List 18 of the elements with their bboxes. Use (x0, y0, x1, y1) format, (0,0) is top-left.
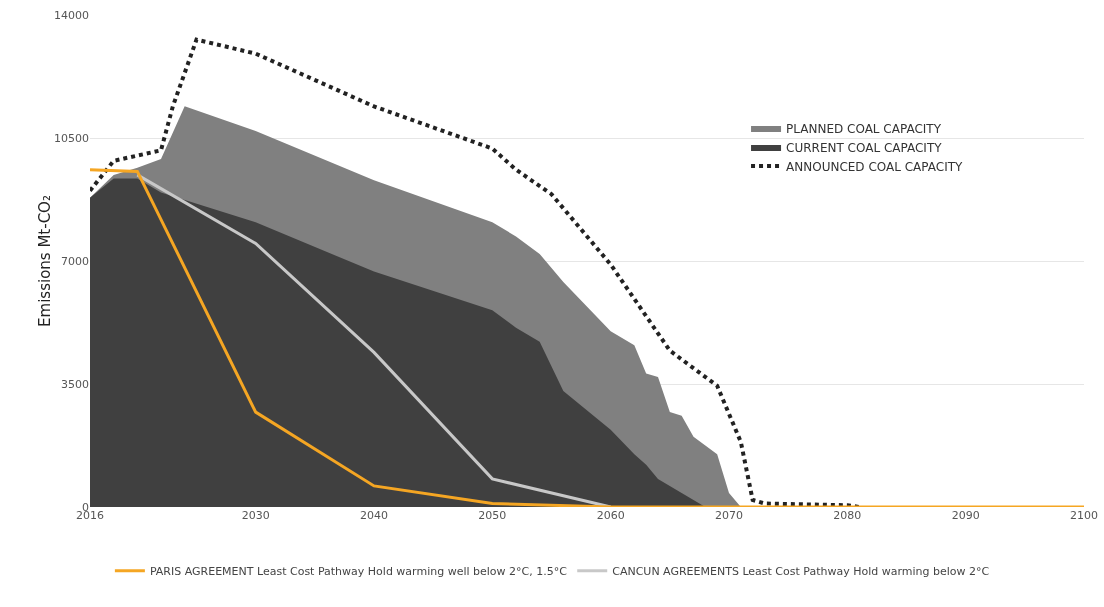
legend-label: ANNOUNCED COAL CAPACITY (786, 159, 964, 174)
y-axis-title: Emissions Mt-CO₂ (36, 195, 54, 327)
y-tick-label: 7000 (61, 254, 89, 268)
legend-label: PLANNED COAL CAPACITY (786, 121, 942, 136)
x-tick-label: 2050 (478, 509, 507, 522)
x-tick-label: 2060 (596, 509, 625, 522)
legend-label: PARIS AGREEMENT Least Cost Pathway Hold warming well below 2°C, 1.5°C (149, 564, 568, 578)
y-tick-label: 3500 (61, 377, 89, 391)
y-tick-label: 10500 (54, 131, 89, 145)
legend-label: CANCUN AGREEMENTS Least Cost Pathway Hold warming below 2°C (612, 564, 990, 578)
x-tick-label: 2100 (1070, 509, 1098, 522)
legend-label: CURRENT COAL CAPACITY (786, 140, 943, 155)
x-tick-label: 2090 (951, 509, 980, 522)
x-tick-label: 2040 (360, 509, 388, 522)
x-tick-label: 2030 (241, 509, 270, 522)
y-tick-label: 14000 (54, 8, 89, 22)
x-tick-label: 2080 (833, 509, 862, 522)
x-tick-label: 2070 (715, 509, 743, 522)
